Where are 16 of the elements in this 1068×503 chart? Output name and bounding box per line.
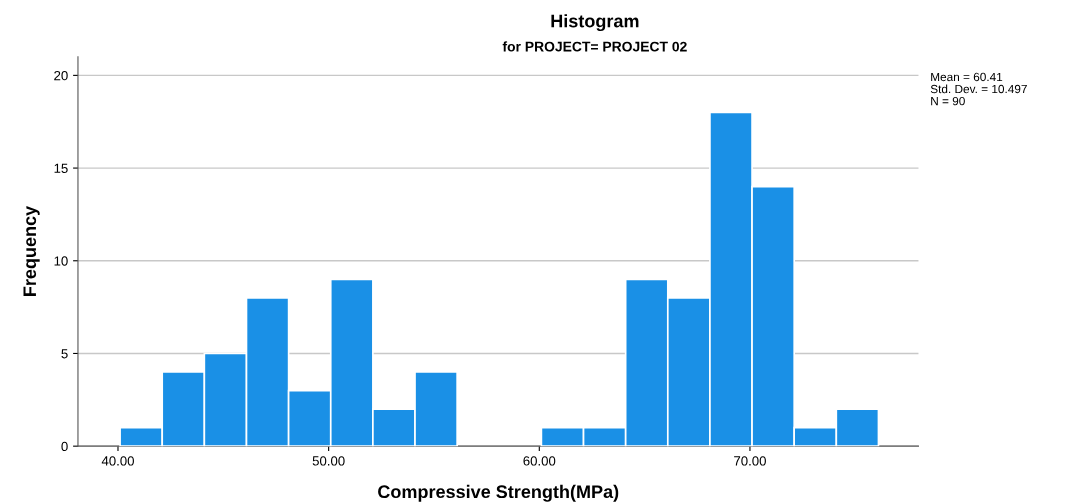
y-axis-title: Frequency xyxy=(23,205,40,296)
y-tick-label: 15 xyxy=(54,163,68,173)
chart-subtitle: for PROJECT= PROJECT 02 xyxy=(502,41,687,52)
text: Std. Dev. = 10.497 xyxy=(930,84,1027,94)
x-tick-label: 50.00 xyxy=(312,456,345,466)
y-tick-label: 20 xyxy=(54,70,68,81)
y-tick-label: 5 xyxy=(61,349,68,359)
x-tick-label: 70.00 xyxy=(734,456,766,466)
x-axis-title: Compressive Strength(MPa) xyxy=(378,484,619,502)
y-tick-label: 10 xyxy=(54,256,68,266)
text: N = 90 xyxy=(931,96,965,106)
x-tick-label: 40.00 xyxy=(101,456,134,466)
y-tick-label: 0 xyxy=(61,441,68,452)
x-tick-label: 60.00 xyxy=(523,456,556,466)
text: Mean = 60.41 xyxy=(931,72,1003,82)
chart-title: Histogram xyxy=(551,14,639,32)
